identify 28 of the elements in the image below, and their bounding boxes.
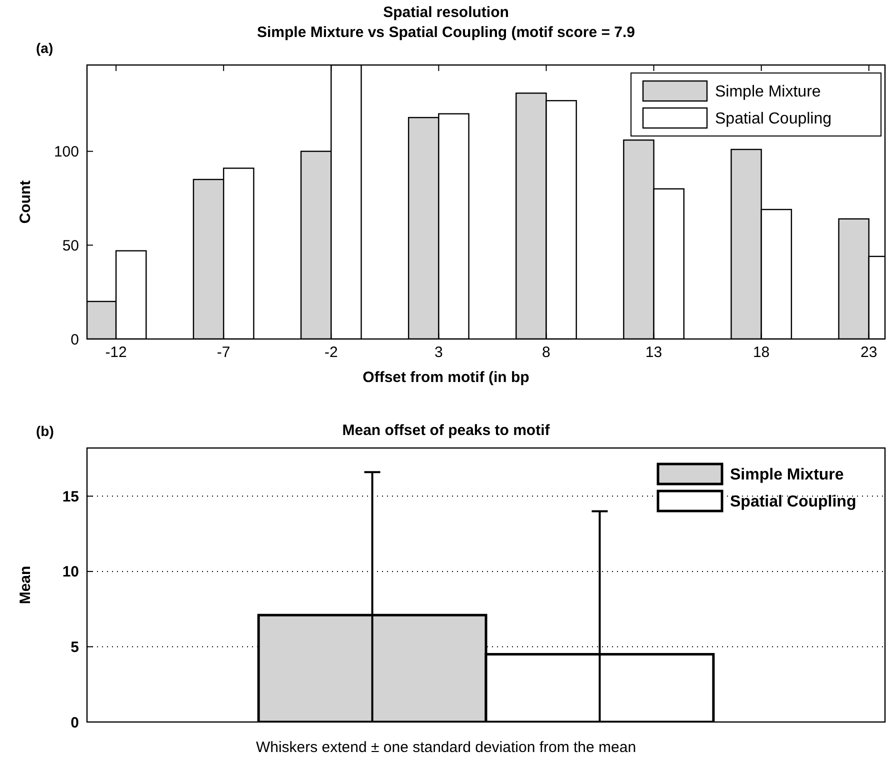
text: (a) bbox=[36, 40, 54, 56]
x-axis-title: Offset from motif (in bp bbox=[362, 369, 530, 386]
chart-subtitle: Simple Mixture vs Spatial Coupling (motif score = 7.9 bbox=[256, 24, 636, 41]
y-tick-label: 15 bbox=[62, 488, 79, 506]
legend-label: Spatial Coupling bbox=[715, 110, 832, 128]
x-tick-label: 8 bbox=[542, 344, 550, 361]
x-tick-label: -12 bbox=[105, 344, 127, 361]
chart-title: Mean offset of peaks to motif bbox=[342, 422, 551, 439]
x-tick-label: -7 bbox=[216, 344, 230, 361]
legend-label: Spatial Coupling bbox=[730, 494, 856, 511]
chart-title: Spatial resolution bbox=[383, 4, 509, 21]
legend-label: Simple Mixture bbox=[715, 84, 821, 101]
y-tick-label: 100 bbox=[54, 144, 79, 161]
y-tick-label: 5 bbox=[70, 638, 79, 656]
text: Whiskers extend ± one standard deviation from the mean bbox=[256, 739, 636, 756]
y-tick-label: 50 bbox=[62, 237, 79, 254]
x-tick-label: 13 bbox=[645, 344, 662, 361]
y-axis-title: Mean bbox=[17, 566, 34, 604]
y-tick-label: 0 bbox=[70, 331, 79, 348]
x-tick-label: 18 bbox=[752, 344, 770, 361]
y-tick-label: 0 bbox=[70, 714, 79, 732]
x-tick-label: 23 bbox=[860, 344, 878, 361]
x-tick-label: -2 bbox=[324, 344, 338, 361]
y-tick-label: 10 bbox=[62, 564, 79, 581]
x-tick-label: 3 bbox=[434, 344, 443, 361]
legend-label: Simple Mixture bbox=[730, 466, 844, 484]
text: (b) bbox=[36, 423, 54, 439]
y-axis-title: Count bbox=[17, 180, 34, 224]
